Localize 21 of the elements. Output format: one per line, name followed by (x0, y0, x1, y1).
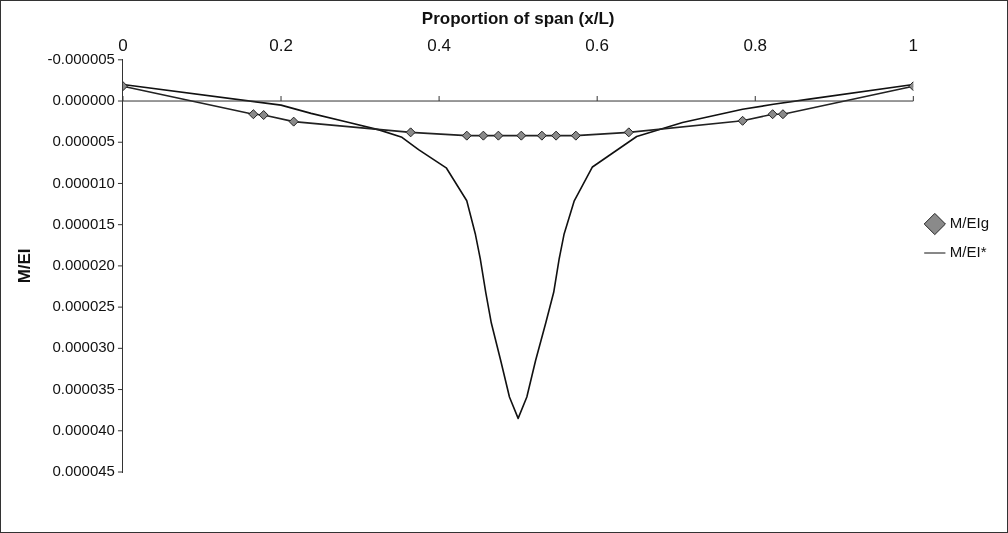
x-tick-label: 0.2 (269, 36, 293, 56)
legend-label: M/EIg (949, 214, 990, 232)
y-tick-label: 0.000020 (52, 256, 115, 274)
y-tick-label: 0.000000 (52, 91, 115, 109)
x-tick-label: 0.6 (585, 36, 609, 56)
y-tick-label: 0.000025 (52, 297, 115, 315)
x-tick-label: 0.4 (427, 36, 451, 56)
legend-label: M/EI* (949, 243, 987, 261)
y-tick-label: 0.000010 (52, 173, 115, 191)
y-tick-label: 0.000045 (52, 462, 115, 480)
y-tick-label: 0.000015 (52, 214, 115, 232)
x-tick-label: 0 (118, 36, 128, 56)
y-tick-label: 0.000030 (52, 338, 115, 356)
y-tick-label: 0.000040 (52, 420, 115, 438)
x-tick-label: 1 (908, 36, 919, 56)
x-axis-title: Proportion of span (x/L) (421, 8, 615, 28)
x-tick-label: 0.8 (743, 36, 768, 56)
y-axis-title: M/EI (14, 248, 34, 284)
y-tick-label: 0.000005 (52, 132, 115, 150)
y-tick-label: 0.000035 (52, 379, 115, 397)
y-tick-label: -0.000005 (47, 49, 115, 67)
